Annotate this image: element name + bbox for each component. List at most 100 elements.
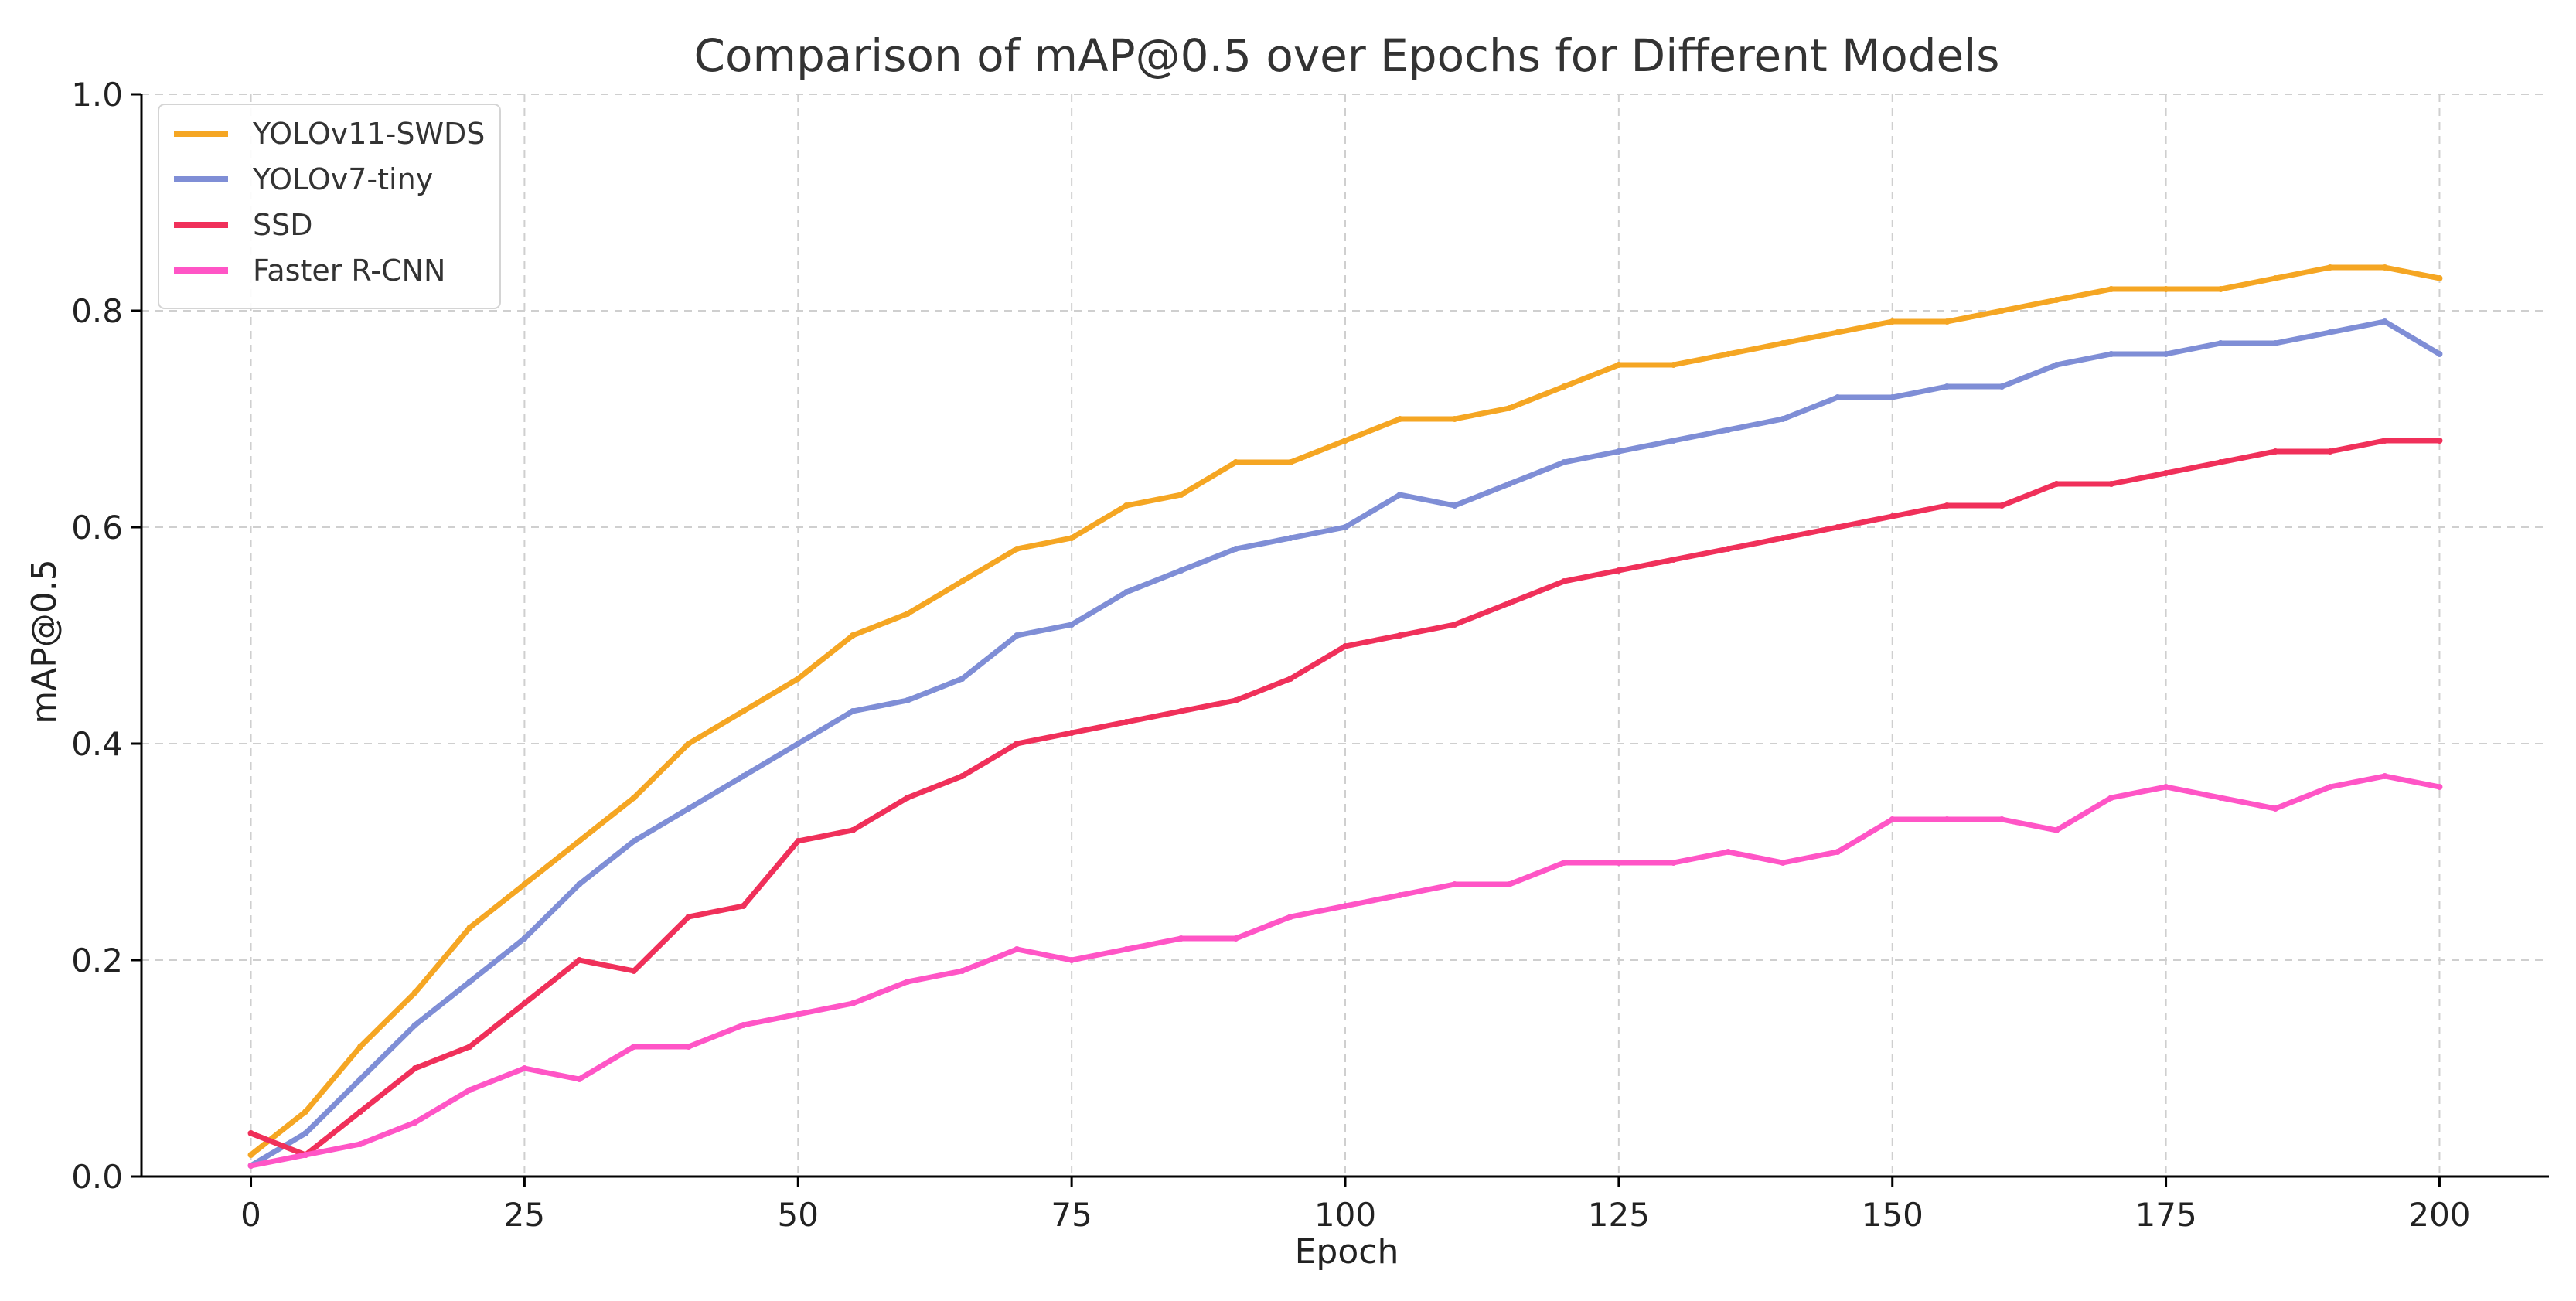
data-point-yolov7-tiny [1834,394,1841,400]
data-point-yolov7-tiny [302,1130,309,1136]
data-point-yolov7-tiny [466,979,473,985]
data-point-yolov11-swds [466,925,473,931]
data-point-ssd [2162,470,2169,476]
data-point-faster-r-cnn [1889,816,1896,822]
data-point-faster-r-cnn [959,968,966,974]
data-point-yolov11-swds [521,881,528,887]
data-point-ssd [2381,438,2388,444]
data-point-faster-r-cnn [2436,784,2443,790]
data-point-faster-r-cnn [1615,860,1622,866]
data-point-yolov11-swds [1670,362,1677,368]
data-point-faster-r-cnn [1287,914,1294,920]
y-axis-label: mAP@0.5 [25,559,64,724]
data-point-yolov11-swds [247,1152,254,1158]
data-point-faster-r-cnn [685,1044,692,1050]
data-point-faster-r-cnn [247,1163,254,1169]
data-point-ssd [2107,481,2114,487]
data-point-faster-r-cnn [1670,860,1677,866]
data-point-yolov7-tiny [630,838,637,844]
data-point-ssd [1834,524,1841,530]
data-point-faster-r-cnn [2162,784,2169,790]
data-point-faster-r-cnn [521,1065,528,1071]
series-yolov7-tiny [247,318,2443,1169]
data-point-ssd [959,773,966,779]
series-yolov11-swds [247,264,2443,1158]
data-point-ssd [1725,546,1732,552]
y-tick-label: 0.6 [71,509,123,547]
legend-label: SSD [253,208,313,242]
data-point-faster-r-cnn [795,1011,802,1017]
data-point-yolov11-swds [1780,340,1787,346]
data-point-faster-r-cnn [2326,784,2333,790]
legend-item: Faster R-CNN [174,254,445,288]
data-point-yolov7-tiny [521,935,528,942]
data-point-yolov7-tiny [1232,546,1239,552]
data-point-yolov7-tiny [1451,502,1458,509]
data-point-faster-r-cnn [357,1141,364,1147]
data-point-yolov7-tiny [1123,589,1130,595]
data-point-ssd [576,957,583,963]
series-faster-r-cnn [247,773,2443,1169]
data-point-yolov11-swds [1068,535,1075,541]
y-tick-label: 0.2 [71,942,123,979]
data-point-yolov11-swds [302,1109,309,1115]
data-point-yolov7-tiny [850,708,857,714]
data-point-ssd [1287,676,1294,682]
data-point-yolov7-tiny [1177,567,1184,574]
data-point-ssd [904,795,911,801]
data-point-yolov11-swds [1725,351,1732,357]
data-point-yolov7-tiny [1506,481,1513,487]
data-point-yolov7-tiny [1889,394,1896,400]
data-point-ssd [1123,719,1130,725]
data-point-yolov7-tiny [576,881,583,887]
data-point-faster-r-cnn [1944,816,1951,822]
series-layer [247,264,2443,1169]
data-point-yolov7-tiny [2053,362,2060,368]
data-point-ssd [2436,438,2443,444]
ticks-layer: 0 25 50 75 100 125 150 175 200 0.0 0.2 0.4 0.6 0.8 1.0 [71,76,2470,1234]
data-point-yolov11-swds [740,708,747,714]
x-tick-label: 25 [504,1196,545,1234]
data-point-faster-r-cnn [1725,849,1732,855]
data-point-yolov11-swds [2272,275,2279,281]
data-point-yolov7-tiny [685,805,692,812]
data-point-ssd [1177,708,1184,714]
y-tick-label: 0.4 [71,725,123,763]
data-point-yolov7-tiny [1670,438,1677,444]
data-point-yolov7-tiny [1561,459,1568,465]
data-point-ssd [1889,513,1896,519]
data-point-yolov7-tiny [1725,427,1732,433]
data-point-yolov7-tiny [1944,383,1951,390]
data-point-yolov11-swds [1834,329,1841,335]
data-point-faster-r-cnn [1834,849,1841,855]
data-point-ssd [795,838,802,844]
data-point-yolov11-swds [685,741,692,747]
data-point-faster-r-cnn [1561,860,1568,866]
data-point-yolov7-tiny [1068,622,1075,628]
data-point-faster-r-cnn [2272,805,2279,812]
data-point-ssd [2217,459,2224,465]
data-point-yolov7-tiny [2107,351,2114,357]
data-point-yolov11-swds [2381,264,2388,271]
data-point-faster-r-cnn [1451,881,1458,887]
data-point-ssd [1232,697,1239,703]
data-point-yolov11-swds [411,989,418,996]
data-point-yolov11-swds [2053,297,2060,303]
data-point-yolov7-tiny [1998,383,2005,390]
data-point-yolov11-swds [2326,264,2333,271]
data-point-yolov11-swds [850,632,857,639]
data-point-yolov11-swds [357,1044,364,1050]
data-point-faster-r-cnn [2053,827,2060,833]
data-point-yolov7-tiny [1780,416,1787,422]
data-point-yolov7-tiny [1014,632,1021,639]
x-tick-label: 150 [1862,1196,1923,1234]
data-point-yolov11-swds [1014,546,1021,552]
x-tick-label: 175 [2135,1196,2197,1234]
data-point-yolov11-swds [1232,459,1239,465]
data-point-yolov7-tiny [1342,524,1348,530]
data-point-ssd [630,968,637,974]
data-point-yolov11-swds [904,611,911,617]
data-point-ssd [850,827,857,833]
data-point-faster-r-cnn [1232,935,1239,942]
